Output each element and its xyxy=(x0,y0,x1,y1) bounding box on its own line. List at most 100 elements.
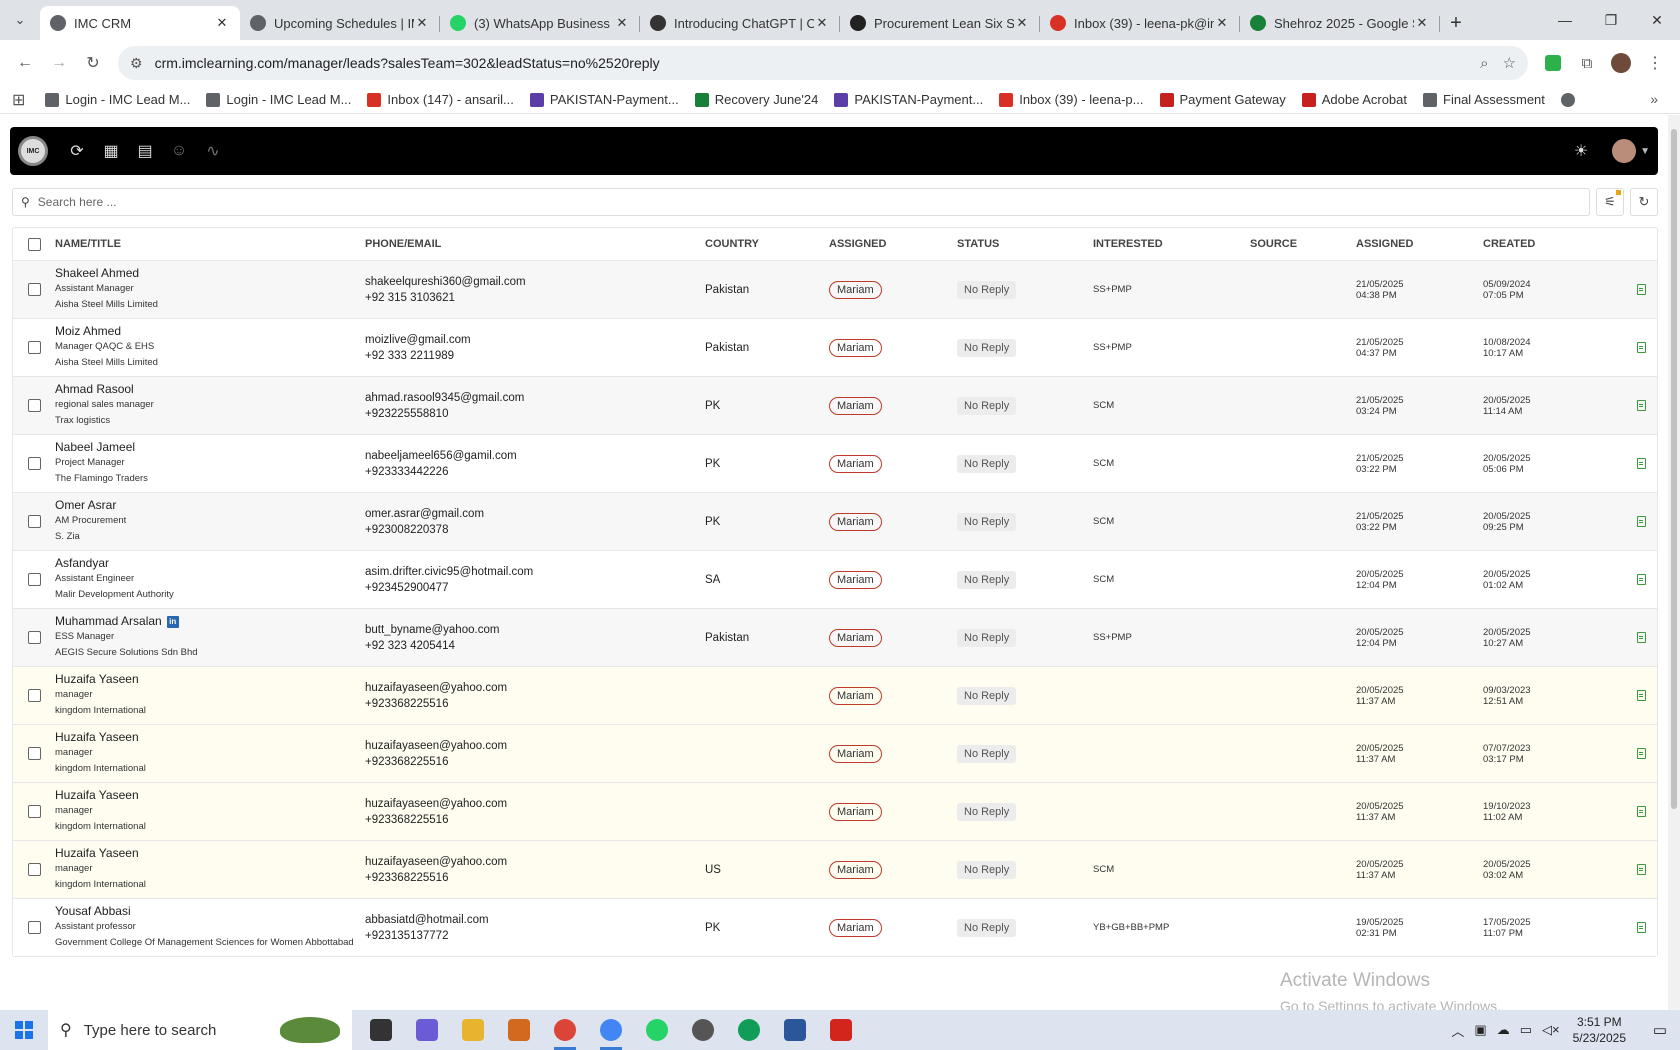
row-checkbox[interactable] xyxy=(27,747,41,760)
chrome-profile-2-icon[interactable] xyxy=(588,1010,634,1050)
lead-phone[interactable]: +923225558810 xyxy=(365,407,449,420)
tray-chevron-icon[interactable]: ︿ xyxy=(1451,1023,1465,1039)
extensions-puzzle-icon[interactable]: ⧉ xyxy=(1581,54,1593,72)
document-icon[interactable] xyxy=(1636,806,1646,817)
filter-button[interactable]: ⚟ xyxy=(1596,188,1624,216)
sync-icon[interactable]: ⟳ xyxy=(70,143,84,160)
col-source[interactable]: SOURCE xyxy=(1250,238,1298,250)
lead-email[interactable]: huzaifayaseen@yahoo.com xyxy=(365,681,508,694)
lead-email[interactable]: abbasiatd@hotmail.com xyxy=(365,913,489,926)
row-checkbox[interactable] xyxy=(27,341,41,354)
bookmark-item[interactable]: Recovery June'24 xyxy=(694,92,818,107)
table-row[interactable]: Shakeel Ahmed Assistant Manager Aisha Stee… xyxy=(13,260,1657,318)
tab-close-icon[interactable]: ✕ xyxy=(616,15,628,30)
tab-close-icon[interactable]: ✕ xyxy=(1416,15,1428,30)
table-row[interactable]: Nabeel Jameel Project Manager The Flamingo… xyxy=(13,434,1657,492)
tab-close-icon[interactable]: ✕ xyxy=(216,15,228,30)
task-view-icon[interactable] xyxy=(358,1010,404,1050)
clock[interactable]: 3:51 PM 5/23/2025 xyxy=(1573,1014,1626,1046)
col-country[interactable]: COUNTRY xyxy=(705,238,759,250)
row-checkbox[interactable] xyxy=(27,399,41,412)
lead-phone[interactable]: +923368225516 xyxy=(365,755,449,768)
col-status[interactable]: STATUS xyxy=(957,238,1000,250)
copilot-icon[interactable] xyxy=(404,1010,450,1050)
activity-icon[interactable]: ∿ xyxy=(206,143,220,160)
extension-green-icon[interactable] xyxy=(1536,46,1570,80)
lead-name[interactable]: Asfandyar xyxy=(55,556,110,570)
table-row[interactable]: Huzaifa Yaseen manager kingdom Internation… xyxy=(13,840,1657,898)
bookmark-item[interactable]: Login - IMC Lead M... xyxy=(45,92,190,107)
browser-menu-icon[interactable]: ⋮ xyxy=(1647,55,1663,72)
restore-icon[interactable]: ❐ xyxy=(1604,11,1618,28)
lead-name[interactable]: Moiz Ahmed xyxy=(55,324,122,338)
row-checkbox[interactable] xyxy=(27,631,41,644)
minimize-icon[interactable]: — xyxy=(1558,12,1572,28)
bookmark-item[interactable]: Final Assessment xyxy=(1423,92,1545,107)
address-bar[interactable]: ⚙ crm.imclearning.com/manager/leads?sale… xyxy=(118,46,1528,80)
volume-icon[interactable]: ◁× xyxy=(1542,1022,1560,1037)
lead-phone[interactable]: +92 323 4205414 xyxy=(365,639,455,652)
table-row[interactable]: Muhammad Arsalan in ESS Manager AEGIS Secur… xyxy=(13,608,1657,666)
back-icon[interactable]: ← xyxy=(17,54,33,71)
bookmark-item[interactable]: PAKISTAN-Payment... xyxy=(834,92,983,107)
lead-name[interactable]: Shakeel Ahmed xyxy=(55,266,140,280)
lead-name[interactable]: Muhammad Arsalan xyxy=(55,614,162,628)
tab-close-icon[interactable]: ✕ xyxy=(416,15,428,30)
notification-icon[interactable]: ▭ xyxy=(1652,1022,1668,1039)
table-row[interactable]: Moiz Ahmed Manager QAQC & EHS Aisha Steel … xyxy=(13,318,1657,376)
whatsapp-icon[interactable] xyxy=(634,1010,680,1050)
status-badge[interactable]: No Reply xyxy=(957,686,1017,705)
bookmark-item[interactable]: PAKISTAN-Payment... xyxy=(529,92,679,107)
document-icon[interactable] xyxy=(1636,516,1646,527)
document-icon[interactable] xyxy=(1636,400,1646,411)
chevron-down-icon[interactable]: ▼ xyxy=(1640,145,1650,157)
col-assigned-date[interactable]: ASSIGNED xyxy=(1356,238,1414,250)
close-window-icon[interactable]: ✕ xyxy=(1651,11,1663,28)
status-badge[interactable]: No Reply xyxy=(957,570,1017,589)
assigned-badge[interactable]: Mariam xyxy=(829,744,882,763)
tab-search-icon[interactable]: ⌄ xyxy=(14,12,26,27)
table-row[interactable]: Yousaf Abbasi Assistant professor Governme… xyxy=(13,898,1657,956)
status-badge[interactable]: No Reply xyxy=(957,860,1017,879)
document-icon[interactable] xyxy=(1636,458,1646,469)
browser-tab[interactable]: Inbox (39) - leena-pk@imc ✕ xyxy=(1040,6,1240,40)
table-row[interactable]: Ahmad Rasool regional sales manager Trax l… xyxy=(13,376,1657,434)
row-checkbox[interactable] xyxy=(27,283,41,296)
status-badge[interactable]: No Reply xyxy=(957,396,1017,415)
col-interested[interactable]: INTERESTED xyxy=(1093,238,1163,250)
browser-tab[interactable]: Upcoming Schedules | IMC✕ xyxy=(240,6,440,40)
assigned-badge[interactable]: Mariam xyxy=(829,628,882,647)
chrome-profile-3-icon[interactable] xyxy=(726,1010,772,1050)
windows-start-icon[interactable] xyxy=(0,1010,48,1050)
assigned-badge[interactable]: Mariam xyxy=(829,454,882,473)
app-orange-icon[interactable] xyxy=(496,1010,542,1050)
document-icon[interactable]: ▤ xyxy=(137,143,153,160)
lead-email[interactable]: moizlive@gmail.com xyxy=(365,333,471,346)
site-info-icon[interactable]: ⚙ xyxy=(130,54,143,71)
document-icon[interactable] xyxy=(1636,748,1646,759)
row-checkbox[interactable] xyxy=(27,515,41,528)
lead-phone[interactable]: +923008220378 xyxy=(365,523,449,536)
col-created[interactable]: CREATED xyxy=(1483,238,1536,250)
bookmark-item[interactable]: Inbox (39) - leena-p... xyxy=(999,92,1144,107)
lead-name[interactable]: Yousaf Abbasi xyxy=(55,904,131,918)
lead-name[interactable]: Huzaifa Yaseen xyxy=(55,672,139,686)
lead-name[interactable]: Nabeel Jameel xyxy=(55,440,136,454)
table-row[interactable]: Omer Asrar AM Procurement S. Zia omer.asrar… xyxy=(13,492,1657,550)
document-icon[interactable] xyxy=(1636,690,1646,701)
col-assigned[interactable]: ASSIGNED xyxy=(829,238,887,250)
browser-tab[interactable]: Shehroz 2025 - Google Sheets✕ xyxy=(1240,6,1440,40)
status-badge[interactable]: No Reply xyxy=(957,280,1017,299)
lead-phone[interactable]: +92 315 3103621 xyxy=(365,291,455,304)
zoom-icon[interactable]: ⌕ xyxy=(1480,54,1489,72)
browser-tab[interactable]: Introducing ChatGPT | OpenAI✕ xyxy=(640,6,840,40)
scrollbar-thumb[interactable] xyxy=(1671,129,1677,809)
refresh-button[interactable]: ↻ xyxy=(1630,188,1658,216)
apps-grid-icon[interactable]: ⊞ xyxy=(12,91,26,109)
search-input[interactable] xyxy=(37,195,1581,209)
profile-avatar[interactable] xyxy=(1604,46,1638,80)
table-row[interactable]: Huzaifa Yaseen manager kingdom Internation… xyxy=(13,666,1657,724)
lead-email[interactable]: omer.asrar@gmail.com xyxy=(365,507,485,520)
linkedin-icon[interactable]: in xyxy=(166,615,179,628)
status-badge[interactable]: No Reply xyxy=(957,744,1017,763)
